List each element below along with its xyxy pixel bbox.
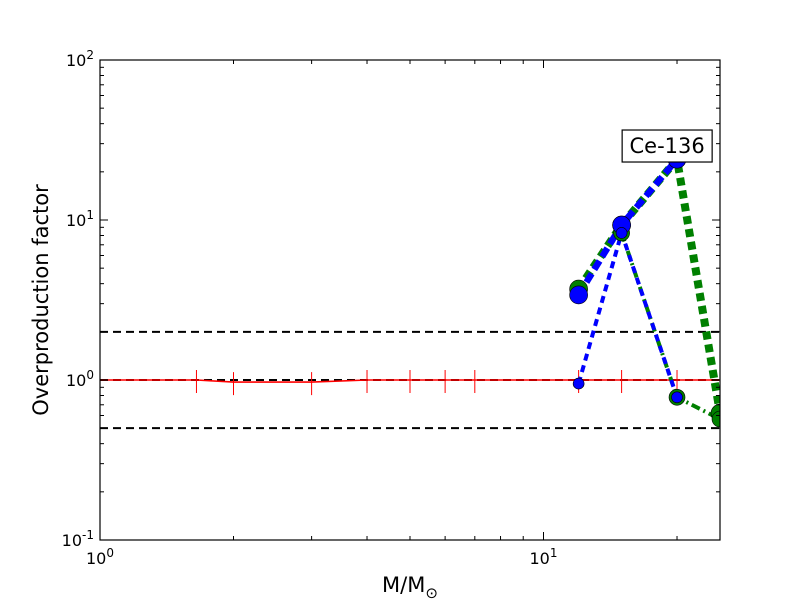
- series-red-line: [100, 379, 720, 383]
- x-axis-label-subscript: ⊙: [425, 584, 438, 600]
- y-tick-label: 101: [66, 208, 94, 230]
- y-tick-label-base: 10: [66, 211, 86, 230]
- x-tick-label-base: 10: [86, 549, 106, 568]
- x-tick-label-base: 10: [530, 549, 550, 568]
- series-blue-dashed-point: [615, 227, 628, 239]
- y-tick-label-exponent: 1: [86, 208, 94, 222]
- x-axis-label-main: M/M: [382, 573, 425, 597]
- y-tick-label-base: 10: [66, 51, 86, 70]
- series-blue-thick-point: [569, 285, 588, 305]
- series-blue-dashed-point: [671, 391, 683, 404]
- y-tick-label: 10-1: [62, 528, 94, 550]
- y-axis-label: Overproduction factor: [29, 184, 53, 416]
- x-tick-label: 101: [530, 546, 558, 568]
- y-tick-label-base: 10: [66, 371, 86, 390]
- y-tick-label-base: 10: [62, 531, 82, 550]
- x-tick-label: 100: [86, 546, 114, 568]
- x-axis-label: M/M⊙: [382, 573, 438, 600]
- y-tick-label: 100: [66, 368, 94, 390]
- annotation-box: [621, 129, 713, 163]
- x-tick-label-exponent: 0: [106, 546, 114, 560]
- x-tick-label-exponent: 1: [550, 546, 558, 560]
- y-tick-label: 102: [66, 48, 94, 70]
- y-tick-label-exponent: 2: [86, 48, 94, 62]
- series-blue-dashed-point: [572, 377, 585, 390]
- annotation-label: Ce-136: [630, 134, 705, 158]
- y-tick-label-exponent: -1: [82, 528, 94, 542]
- y-tick-label-exponent: 0: [86, 368, 94, 382]
